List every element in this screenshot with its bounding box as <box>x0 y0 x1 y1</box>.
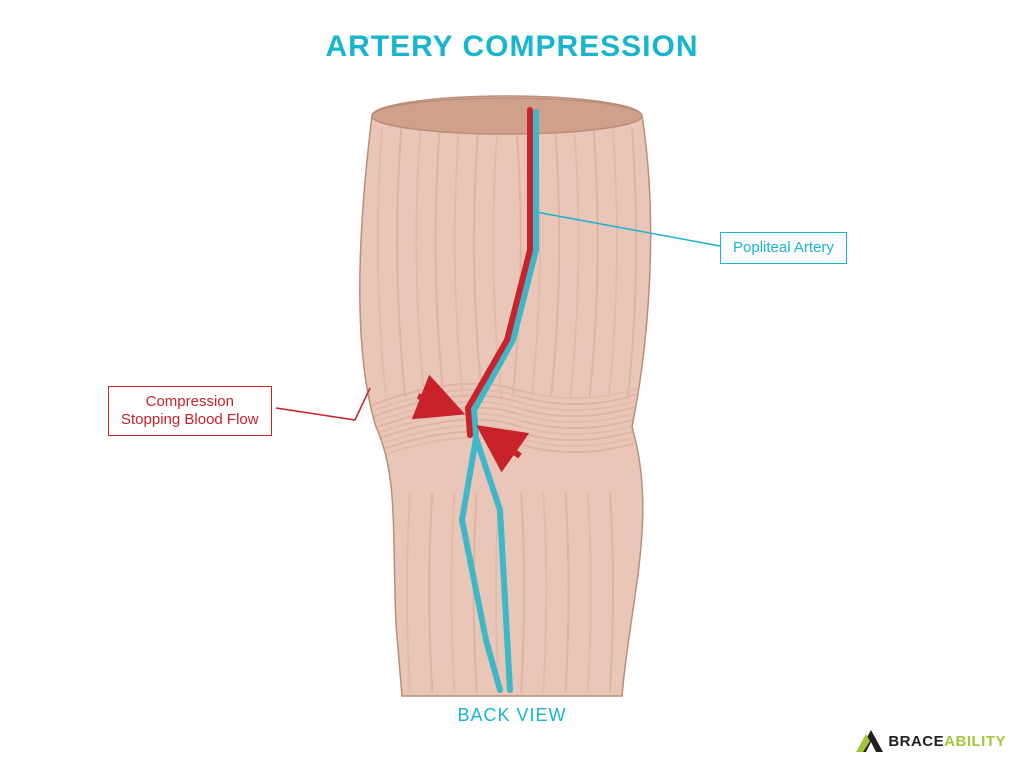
anatomy-illustration <box>0 0 1024 768</box>
logo-text: BRACEABILITY <box>888 733 1006 750</box>
view-caption: BACK VIEW <box>0 705 1024 726</box>
limb-top-crosssection <box>372 98 642 134</box>
label-popliteal-artery: Popliteal Artery <box>720 232 847 264</box>
logo-text-post: ABILITY <box>944 733 1006 750</box>
logo-text-pre: BRACE <box>888 733 944 750</box>
diagram-canvas: ARTERY COMPRESSION Popliteal Ar <box>0 0 1024 768</box>
leader-line-compression <box>276 388 370 420</box>
label-compression: Compression Stopping Blood Flow <box>108 386 272 436</box>
logo-arrows-icon <box>856 728 886 754</box>
brand-logo: BRACEABILITY <box>856 728 1006 754</box>
